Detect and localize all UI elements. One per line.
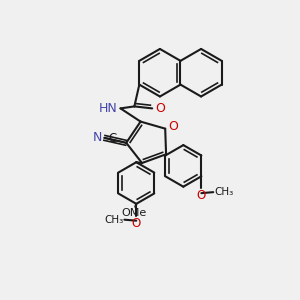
Text: N: N xyxy=(93,131,103,144)
Text: O: O xyxy=(168,120,178,133)
Text: O: O xyxy=(155,102,165,115)
Text: OMe: OMe xyxy=(122,208,147,218)
Text: CH₃: CH₃ xyxy=(104,215,123,225)
Text: C: C xyxy=(108,132,117,146)
Text: O: O xyxy=(197,189,206,202)
Text: CH₃: CH₃ xyxy=(214,187,233,197)
Text: O: O xyxy=(132,217,141,230)
Text: HN: HN xyxy=(99,102,118,115)
